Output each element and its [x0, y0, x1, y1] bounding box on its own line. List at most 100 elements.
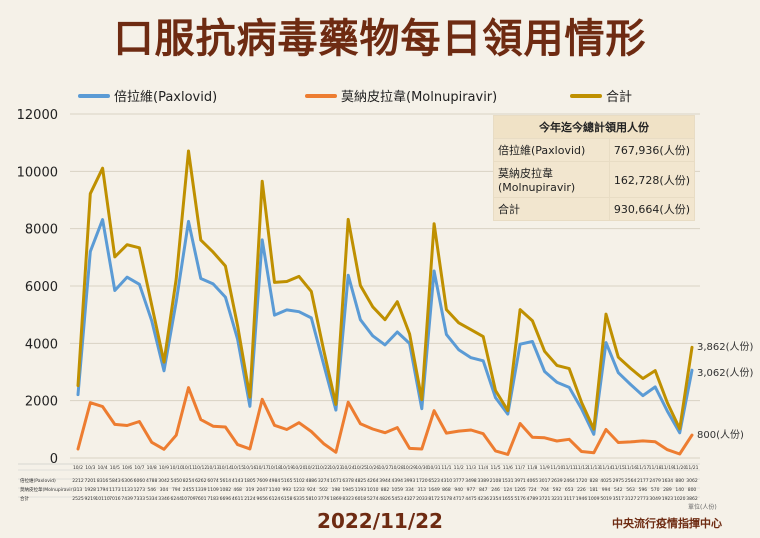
- data-label: 1109: [207, 487, 219, 493]
- data-point: [396, 300, 399, 303]
- data-label: 1649: [428, 487, 440, 493]
- data-point: [248, 395, 252, 399]
- data-label: 5450: [171, 478, 183, 484]
- data-label: 5334: [146, 496, 158, 502]
- data-label: 4717: [453, 496, 465, 502]
- data-point: [432, 409, 436, 412]
- data-point: [690, 433, 694, 437]
- data-point: [641, 394, 645, 397]
- x-tick-label: 10/26: [366, 465, 379, 471]
- data-label: 3274: [318, 478, 330, 484]
- data-point: [273, 424, 276, 427]
- x-tick-label: 10/5: [110, 465, 120, 471]
- x-tick-label: 10/6: [122, 465, 132, 471]
- data-point: [248, 447, 252, 451]
- data-label: 4475: [465, 496, 477, 502]
- data-point: [113, 423, 117, 426]
- data-point: [383, 318, 387, 321]
- data-label: 3117: [563, 496, 575, 502]
- data-label: 6158: [281, 496, 293, 502]
- data-label: 502: [319, 487, 328, 493]
- data-label: 6696: [220, 496, 232, 502]
- data-label: 4236: [478, 496, 490, 502]
- data-label: 5810: [306, 496, 318, 502]
- data-point: [666, 401, 669, 405]
- data-point: [445, 333, 448, 336]
- data-label: 1339: [195, 487, 207, 493]
- data-label: 828: [589, 478, 598, 484]
- data-point: [346, 218, 350, 221]
- data-label: 334: [405, 487, 414, 493]
- data-point: [175, 277, 178, 281]
- data-label: 3944: [379, 478, 391, 484]
- unit-label: 單位(人份): [688, 504, 717, 511]
- data-point: [617, 355, 620, 359]
- x-tick-label: 11/3: [466, 465, 476, 471]
- x-tick-label: 11/17: [636, 465, 649, 471]
- x-tick-label: 11/6: [503, 465, 513, 471]
- data-label: 6018: [355, 496, 367, 502]
- data-point: [555, 381, 559, 384]
- data-label: 940: [454, 487, 463, 493]
- x-tick-label: 11/12: [575, 465, 588, 471]
- x-tick-label: 11/19: [661, 465, 674, 471]
- data-label: 4264: [367, 478, 379, 484]
- x-tick-label: 10/22: [317, 465, 330, 471]
- data-point: [285, 428, 288, 431]
- data-label: 1720: [416, 478, 428, 484]
- x-tick-label: 10/7: [134, 465, 144, 471]
- data-point: [371, 305, 374, 309]
- data-point: [150, 319, 153, 322]
- data-label: 1531: [502, 478, 514, 484]
- legend-paxlovid: 倍拉維(Paxlovid): [78, 86, 217, 105]
- data-label: 5178: [441, 496, 453, 502]
- data-label: 1634: [662, 478, 674, 484]
- data-label: 2464: [563, 478, 575, 484]
- data-point: [101, 218, 104, 221]
- data-label: 847: [479, 487, 488, 493]
- data-point: [469, 328, 473, 331]
- x-tick-label: 10/30: [415, 465, 428, 471]
- data-point: [76, 384, 80, 387]
- data-point: [322, 442, 325, 445]
- legend-label: 合計: [606, 90, 633, 105]
- data-point: [420, 447, 424, 451]
- source-label: 中央流行疫情指揮中心: [612, 517, 722, 530]
- x-tick-label: 10/14: [219, 465, 232, 471]
- data-label: 3777: [453, 478, 465, 484]
- summary-row-value: 930,664(人份): [608, 197, 696, 221]
- data-point: [506, 412, 509, 416]
- summary-row: 倍拉維(Paxlovid) 767,936(人份): [493, 138, 696, 162]
- x-tick-label: 11/16: [624, 465, 637, 471]
- data-label: 246: [491, 487, 500, 493]
- x-tick-label: 10/13: [207, 465, 220, 471]
- data-point: [568, 367, 571, 370]
- data-point: [138, 420, 141, 423]
- data-point: [297, 310, 301, 313]
- data-label: 6378: [342, 478, 354, 484]
- data-label: 1020: [674, 496, 686, 502]
- data-point: [592, 433, 595, 436]
- data-label: 3062: [686, 478, 698, 484]
- data-point: [518, 422, 522, 425]
- data-label: 4789: [527, 496, 539, 502]
- x-tick-label: 11/2: [454, 465, 464, 471]
- x-tick-label: 11/10: [550, 465, 563, 471]
- data-point: [543, 436, 546, 440]
- data-point: [494, 396, 497, 399]
- data-label: 3127: [625, 496, 637, 502]
- data-label: 3042: [158, 478, 170, 484]
- data-point: [224, 425, 227, 429]
- data-label: 7609: [256, 478, 268, 484]
- end-label-total: 3,862(人份): [697, 342, 754, 353]
- data-label: 4143: [232, 478, 244, 484]
- data-point: [89, 401, 92, 404]
- data-point: [629, 440, 632, 444]
- data-label: 570: [651, 487, 660, 493]
- data-point: [531, 319, 534, 322]
- x-tick-label: 10/10: [170, 465, 183, 471]
- data-label: 6244: [171, 496, 183, 502]
- data-label: 3231: [551, 496, 563, 502]
- data-label: 4886: [306, 478, 318, 484]
- data-point: [322, 348, 325, 351]
